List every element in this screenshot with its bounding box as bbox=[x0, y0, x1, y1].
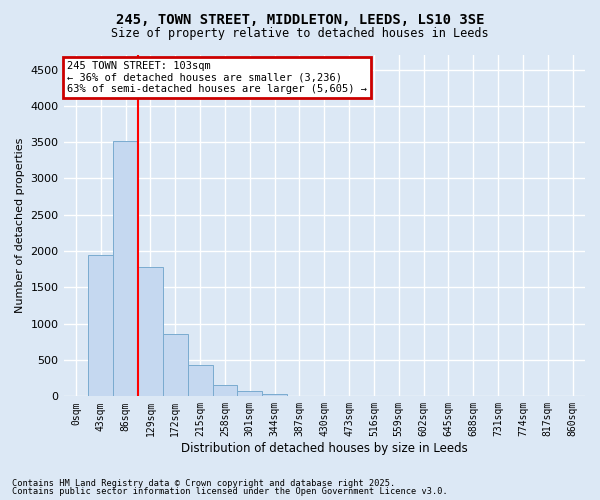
Text: 245 TOWN STREET: 103sqm
← 36% of detached houses are smaller (3,236)
63% of semi: 245 TOWN STREET: 103sqm ← 36% of detache… bbox=[67, 61, 367, 94]
Bar bbox=[188, 365, 212, 396]
Bar bbox=[238, 391, 262, 396]
Bar bbox=[262, 394, 287, 396]
X-axis label: Distribution of detached houses by size in Leeds: Distribution of detached houses by size … bbox=[181, 442, 467, 455]
Text: 245, TOWN STREET, MIDDLETON, LEEDS, LS10 3SE: 245, TOWN STREET, MIDDLETON, LEEDS, LS10… bbox=[116, 12, 484, 26]
Bar bbox=[113, 140, 138, 396]
Text: Contains public sector information licensed under the Open Government Licence v3: Contains public sector information licen… bbox=[12, 487, 448, 496]
Text: Contains HM Land Registry data © Crown copyright and database right 2025.: Contains HM Land Registry data © Crown c… bbox=[12, 478, 395, 488]
Y-axis label: Number of detached properties: Number of detached properties bbox=[15, 138, 25, 314]
Text: Size of property relative to detached houses in Leeds: Size of property relative to detached ho… bbox=[111, 28, 489, 40]
Bar bbox=[138, 267, 163, 396]
Bar bbox=[88, 256, 113, 396]
Bar bbox=[163, 334, 188, 396]
Bar bbox=[212, 384, 238, 396]
